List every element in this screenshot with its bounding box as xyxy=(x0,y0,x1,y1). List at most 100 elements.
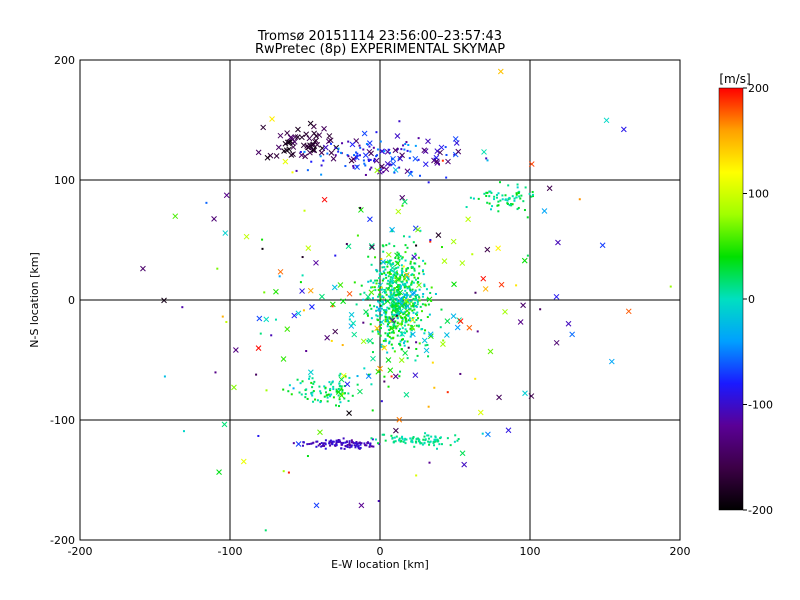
data-point-dot xyxy=(374,256,377,259)
data-point-dot xyxy=(406,246,409,249)
data-point-dot xyxy=(372,159,375,162)
data-point-dot xyxy=(474,377,477,380)
data-point-dot xyxy=(398,437,401,440)
data-point-cross xyxy=(327,137,334,144)
data-point-dot xyxy=(322,442,325,445)
data-point-dot xyxy=(407,276,410,279)
data-point-cross xyxy=(360,338,367,345)
data-point-cross xyxy=(329,301,336,308)
data-point-dot xyxy=(395,271,398,274)
data-point-dot xyxy=(489,190,492,193)
data-point-dot xyxy=(282,470,285,473)
data-point-dot xyxy=(401,274,404,277)
data-point-dot xyxy=(399,286,402,289)
data-point-dot xyxy=(405,314,408,317)
data-point-dot xyxy=(399,370,402,373)
data-point-dot xyxy=(377,332,380,335)
data-point-dot xyxy=(311,386,314,389)
data-point-dot xyxy=(334,444,337,447)
data-point-dot xyxy=(412,305,415,308)
data-point-dot xyxy=(393,245,396,248)
data-point-dot xyxy=(341,389,344,392)
data-point-dot xyxy=(428,441,431,444)
data-point-dot xyxy=(418,288,421,291)
data-point-cross xyxy=(435,232,442,238)
data-point-cross xyxy=(392,167,399,173)
data-point-dot xyxy=(393,436,396,439)
data-point-dot xyxy=(407,267,410,270)
data-point-cross xyxy=(318,149,325,156)
data-point-cross xyxy=(316,132,323,138)
data-point-dot xyxy=(515,192,518,195)
data-point-dot xyxy=(398,342,401,345)
y-tick-label: 100 xyxy=(54,174,75,187)
data-point-dot xyxy=(381,433,384,436)
data-point-dot xyxy=(359,146,362,149)
data-point-dot xyxy=(397,285,400,288)
data-point-dot xyxy=(413,276,416,279)
data-point-cross xyxy=(412,372,419,379)
data-point-dot xyxy=(339,151,342,154)
data-point-dot xyxy=(384,268,387,271)
data-point-dot xyxy=(257,434,260,437)
data-point-dot xyxy=(396,293,399,296)
data-point-dot xyxy=(418,272,421,275)
data-point-dot xyxy=(347,155,350,158)
data-point-cross xyxy=(466,324,473,331)
data-point-dot xyxy=(497,204,500,207)
data-point-cross xyxy=(444,318,451,324)
data-point-dot xyxy=(414,312,417,315)
data-point-dot xyxy=(404,318,407,321)
data-point-dot xyxy=(409,327,412,330)
data-point-dot xyxy=(390,288,393,291)
data-point-dot xyxy=(311,442,314,445)
y-tick-label: -200 xyxy=(50,534,75,547)
data-point-dot xyxy=(414,301,417,304)
data-point-dot xyxy=(379,327,382,330)
data-point-dot xyxy=(499,199,502,202)
data-point-dot xyxy=(350,439,353,442)
data-point-dot xyxy=(400,311,403,314)
data-point-dot xyxy=(387,148,390,151)
data-point-dot xyxy=(338,382,341,385)
data-point-dot xyxy=(446,437,449,440)
data-point-dot xyxy=(362,159,365,162)
data-point-dot xyxy=(338,374,341,377)
data-point-dot xyxy=(438,443,441,446)
data-point-dot xyxy=(417,137,420,140)
data-point-dot xyxy=(382,277,385,280)
data-point-dot xyxy=(317,444,320,447)
data-point-dot xyxy=(344,444,347,447)
data-point-cross xyxy=(603,117,610,124)
data-point-dot xyxy=(357,447,360,450)
data-point-dot xyxy=(411,266,414,269)
data-point-dot xyxy=(412,281,415,284)
data-point-cross xyxy=(231,384,237,391)
data-point-dot xyxy=(417,295,420,298)
data-point-dot xyxy=(303,150,306,153)
data-point-dot xyxy=(490,208,493,211)
data-point-dot xyxy=(504,198,507,201)
data-point-dot xyxy=(394,257,397,260)
data-point-dot xyxy=(299,281,302,284)
data-point-dot xyxy=(392,292,395,295)
data-point-cross xyxy=(381,344,388,351)
data-point-dot xyxy=(364,164,367,167)
data-point-dot xyxy=(308,375,311,378)
data-point-cross xyxy=(348,323,355,329)
data-point-cross xyxy=(395,276,402,283)
data-point-dot xyxy=(395,311,398,314)
data-point-dot xyxy=(429,291,432,294)
data-point-dot xyxy=(417,256,420,259)
data-point-cross xyxy=(299,288,305,294)
data-point-dot xyxy=(356,375,359,378)
data-point-cross xyxy=(378,163,385,170)
data-point-dot xyxy=(405,294,408,297)
data-point-dot xyxy=(416,303,419,306)
data-point-cross xyxy=(428,333,434,340)
data-point-cross xyxy=(378,319,385,325)
data-point-dot xyxy=(414,440,417,443)
data-point-cross xyxy=(346,290,353,297)
data-point-cross xyxy=(255,149,262,156)
data-point-cross xyxy=(402,298,409,304)
